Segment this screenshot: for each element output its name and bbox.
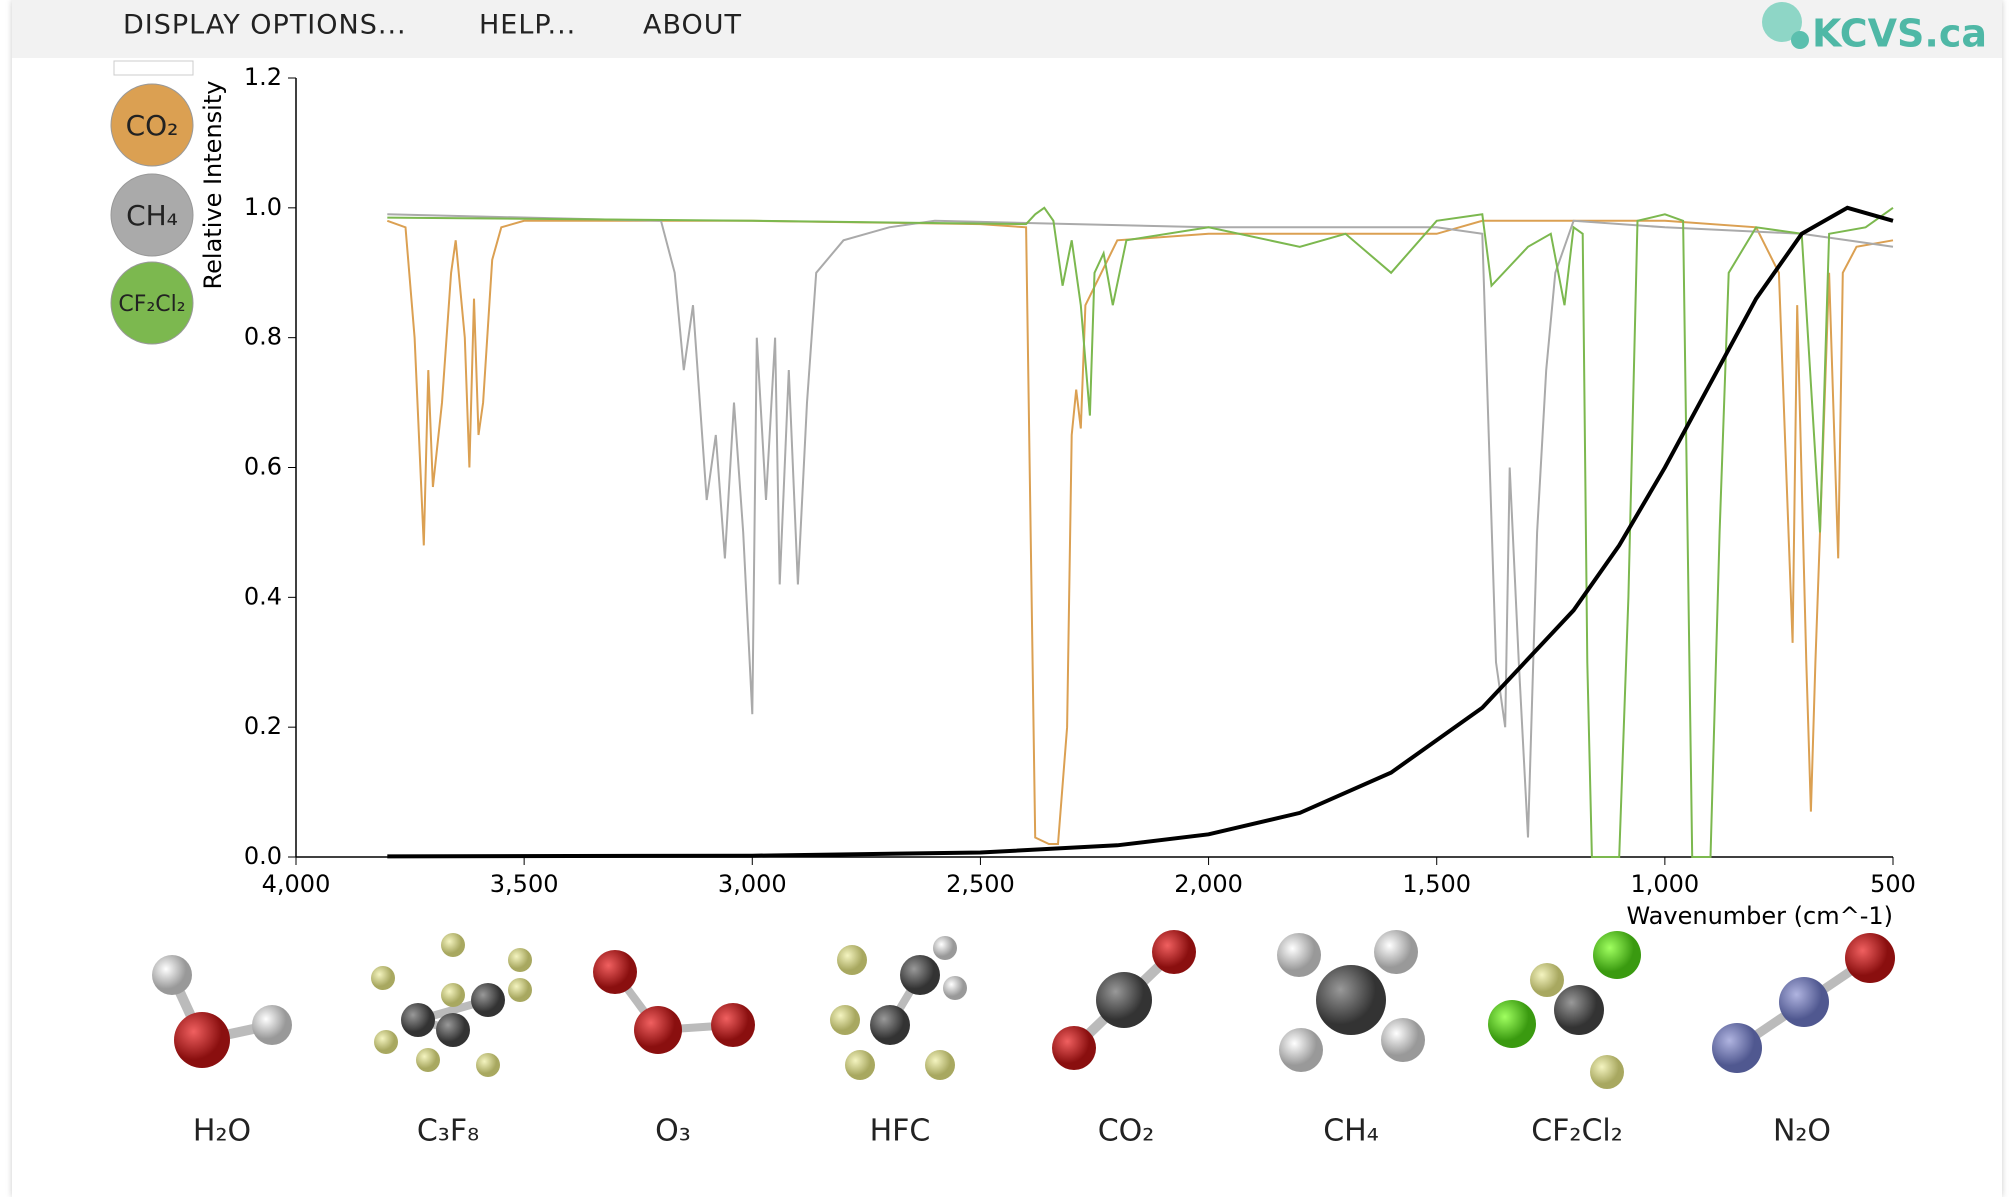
molecule-images — [152, 930, 1895, 1089]
x-tick-label: 3,500 — [490, 870, 559, 898]
logo: KCVS.ca — [1762, 2, 1987, 56]
legend-swatch — [110, 173, 194, 257]
y-tick-label: 1.0 — [244, 193, 282, 221]
x-tick-label: 500 — [1870, 870, 1916, 898]
window — [12, 0, 2002, 1197]
series-line — [387, 206, 1894, 858]
y-tick-label: 0.2 — [244, 712, 282, 740]
molecule-label[interactable]: CF₂Cl₂ — [1531, 1114, 1623, 1149]
menu-bar — [12, 0, 2002, 58]
x-axis-label: Wavenumber (cm^-1) — [1626, 902, 1893, 930]
molecule-label[interactable]: CO₂ — [1098, 1114, 1155, 1149]
menu-item[interactable]: HELP... — [479, 10, 576, 41]
x-tick-label: 1,000 — [1630, 870, 1699, 898]
legend-button[interactable]: CF₂Cl₂ — [110, 261, 194, 345]
legend-box — [113, 60, 194, 76]
series-line — [386, 219, 1894, 845]
series-line — [387, 213, 1894, 838]
molecule-label[interactable]: N₂O — [1773, 1114, 1831, 1149]
molecule-label[interactable]: O₃ — [655, 1114, 691, 1149]
molecule-label[interactable]: CH₄ — [1323, 1114, 1379, 1149]
y-tick-label: 1.2 — [244, 63, 282, 91]
y-tick-label: 0.4 — [244, 582, 282, 610]
x-tick-label: 1,500 — [1402, 870, 1471, 898]
legend-label: CO₂ — [126, 109, 179, 142]
x-tick-label: 3,000 — [718, 870, 787, 898]
x-tick-label: 2,000 — [1174, 870, 1243, 898]
legend-swatch — [110, 83, 194, 167]
y-tick-label: 0.6 — [244, 453, 282, 481]
menu-item[interactable]: ABOUT — [643, 10, 742, 41]
menu-item[interactable]: DISPLAY OPTIONS... — [123, 10, 407, 41]
legend-button[interactable]: CH₄ — [110, 173, 194, 257]
x-tick-label: 2,500 — [946, 870, 1015, 898]
legend-button[interactable]: CO₂ — [110, 83, 194, 167]
y-tick-label: 0.8 — [244, 323, 282, 351]
y-tick-label: 0.0 — [244, 842, 282, 870]
y-axis-label: Relative Intensity — [199, 81, 227, 290]
x-tick-label: 4,000 — [262, 870, 331, 898]
molecule-label[interactable]: C₃F₈ — [417, 1114, 479, 1149]
legend-label: CH₄ — [126, 199, 178, 232]
legend-label: CF₂Cl₂ — [118, 292, 185, 317]
series-line — [387, 205, 1894, 859]
logo-text: KCVS.ca — [1812, 12, 1987, 56]
molecule-label[interactable]: HFC — [870, 1114, 931, 1149]
legend-swatch — [110, 261, 194, 345]
molecule-label[interactable]: H₂O — [193, 1114, 251, 1149]
